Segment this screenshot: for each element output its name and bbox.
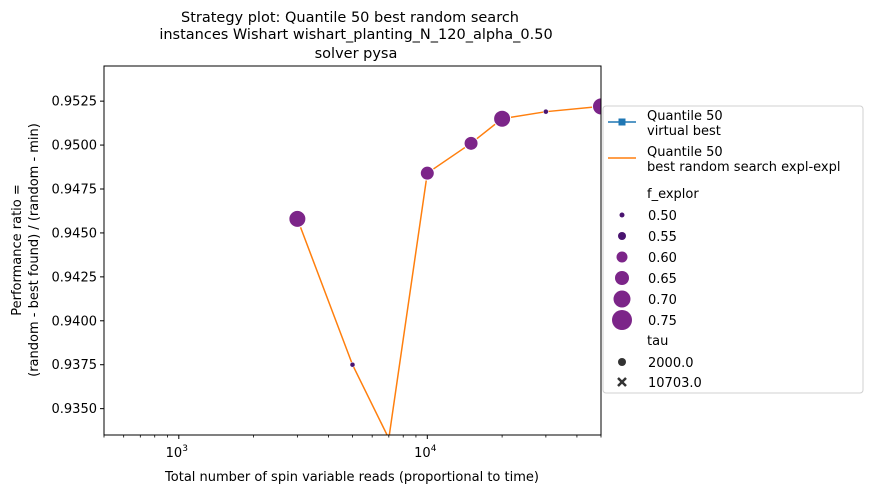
x-tick-exponent: 3 xyxy=(182,444,188,454)
chart-title-line-2: instances Wishart wishart_planting_N_120… xyxy=(159,27,552,43)
legend-size-marker xyxy=(612,310,632,330)
legend-series-label: best random search expl-expl xyxy=(647,160,840,175)
x-axis-ticks: 103 104 xyxy=(103,435,602,461)
scatter-point xyxy=(592,97,601,116)
y-axis-label-line-1: Performance ratio = xyxy=(10,184,25,316)
y-tick-label: 0.9475 xyxy=(52,183,98,198)
legend-square-marker xyxy=(618,118,626,126)
x-axis-label: Total number of spin variable reads (pro… xyxy=(164,470,539,485)
series-line xyxy=(296,105,601,435)
scatter-point xyxy=(543,108,549,115)
plot-frame xyxy=(103,65,602,436)
y-tick-label: 0.9375 xyxy=(52,358,98,373)
y-tick-label: 0.9350 xyxy=(52,402,98,417)
y-tick-label: 0.9450 xyxy=(52,226,98,241)
legend-series-label: Quantile 50 xyxy=(647,109,723,124)
legend-style-label: 10703.0 xyxy=(648,376,702,391)
x-tick-exponent: 4 xyxy=(431,444,437,454)
scatter-points xyxy=(288,97,601,368)
series-lines xyxy=(296,105,601,435)
scatter-point xyxy=(493,109,512,128)
legend-size-label: 0.75 xyxy=(648,314,677,329)
y-tick-label: 0.9425 xyxy=(52,270,98,285)
legend-size-marker xyxy=(616,251,628,263)
legend-size-marker xyxy=(613,290,631,308)
legend-size-title: f_explor xyxy=(647,187,699,202)
scatter-point xyxy=(419,165,435,181)
x-tick-label: 104 xyxy=(414,444,437,461)
legend-size-label: 0.70 xyxy=(648,293,677,308)
y-tick-label: 0.9500 xyxy=(52,139,98,154)
legend-x-marker xyxy=(617,377,627,387)
legend-size-label: 0.65 xyxy=(648,272,677,287)
legend-size-marker xyxy=(618,232,626,240)
scatter-point xyxy=(349,361,356,368)
legend-size-marker xyxy=(615,271,629,285)
y-axis-ticks: 0.9350 0.9375 0.9400 0.9425 0.9450 0.9475 0.95… xyxy=(52,95,104,417)
legend-style-label: 2000.0 xyxy=(648,356,694,371)
y-axis-label-line-2: (random - best found) / (random - min) xyxy=(27,123,42,377)
chart-title-line-3: solver pysa xyxy=(315,46,398,62)
legend-size-marker xyxy=(619,212,625,218)
plot-area xyxy=(288,97,601,435)
legend-box xyxy=(602,105,864,394)
legend-series-label: virtual best xyxy=(647,124,721,139)
legend-style-title: tau xyxy=(647,334,668,349)
chart-title-line-1: Strategy plot: Quantile 50 best random s… xyxy=(181,10,519,26)
legend-size-label: 0.60 xyxy=(648,251,677,266)
y-tick-label: 0.9400 xyxy=(52,314,98,329)
legend-x-stroke xyxy=(617,377,627,387)
legend-size-label: 0.50 xyxy=(648,209,677,224)
scatter-point xyxy=(463,135,479,151)
x-tick-label: 103 xyxy=(166,444,188,461)
legend-circle-marker xyxy=(618,358,626,366)
legend-series-label: Quantile 50 xyxy=(647,145,723,160)
y-tick-label: 0.9525 xyxy=(52,95,98,110)
legend-size-label: 0.55 xyxy=(648,230,677,245)
scatter-point xyxy=(288,209,307,228)
